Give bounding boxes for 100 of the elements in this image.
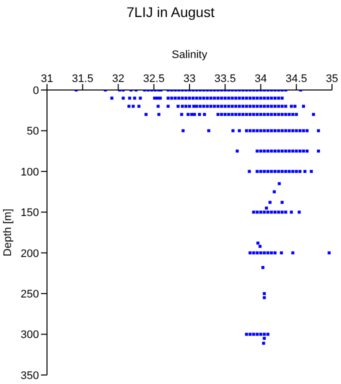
point <box>302 129 305 132</box>
point <box>110 96 114 100</box>
point <box>192 96 195 100</box>
point <box>180 112 184 116</box>
point <box>256 210 259 214</box>
x-tick-label: 31 <box>40 73 54 85</box>
point <box>245 112 248 116</box>
point <box>133 96 136 100</box>
point <box>284 104 288 108</box>
point <box>270 210 273 214</box>
point <box>241 112 244 116</box>
point <box>198 112 201 116</box>
point <box>252 104 256 108</box>
x-tick-label: 32.5 <box>143 73 165 85</box>
point <box>288 112 291 116</box>
point <box>234 104 238 108</box>
point <box>280 96 284 100</box>
x-tick-label: 31.5 <box>72 73 94 85</box>
point <box>290 210 293 214</box>
point <box>174 96 177 100</box>
x-tick-label: 34.5 <box>286 73 308 85</box>
point <box>272 190 276 194</box>
point <box>190 112 194 116</box>
point <box>202 112 206 116</box>
point <box>248 104 252 108</box>
point <box>298 170 302 173</box>
point <box>238 96 241 100</box>
point <box>294 170 298 173</box>
point <box>316 129 320 132</box>
point <box>245 129 248 132</box>
point <box>184 96 188 100</box>
point <box>294 129 298 132</box>
point <box>302 104 305 108</box>
point <box>212 104 216 108</box>
point <box>264 206 268 210</box>
point <box>256 112 259 116</box>
point <box>277 129 280 132</box>
point <box>298 150 302 153</box>
point <box>188 96 191 100</box>
point <box>291 112 294 116</box>
point <box>262 150 266 153</box>
point <box>138 96 142 100</box>
point <box>258 244 262 248</box>
point <box>256 104 259 108</box>
point <box>280 104 284 108</box>
point <box>184 104 188 108</box>
point <box>274 96 276 100</box>
point <box>248 332 252 336</box>
point <box>241 96 244 100</box>
point <box>274 251 276 254</box>
point <box>234 96 238 100</box>
point <box>220 112 224 116</box>
point <box>256 242 260 245</box>
point <box>277 150 280 153</box>
point <box>262 104 266 108</box>
point <box>256 96 259 100</box>
point <box>216 96 220 100</box>
point <box>291 150 294 153</box>
point <box>266 112 270 116</box>
y-tick-label: 250 <box>20 288 39 300</box>
point <box>274 210 276 214</box>
x-tick-label: 32 <box>112 73 124 85</box>
point <box>274 170 276 173</box>
point <box>270 129 273 132</box>
point <box>259 210 262 214</box>
point <box>266 170 270 173</box>
point <box>252 332 256 336</box>
point <box>262 296 266 300</box>
point <box>195 104 198 108</box>
y-tick-label: 150 <box>20 207 39 220</box>
point <box>180 96 184 100</box>
point <box>186 112 190 116</box>
point <box>182 129 185 132</box>
point <box>284 150 288 153</box>
point <box>262 336 266 340</box>
point <box>303 170 306 173</box>
point <box>268 200 272 204</box>
point <box>157 112 160 116</box>
point <box>270 96 273 100</box>
point <box>284 112 288 116</box>
y-tick-label: 50 <box>26 126 39 138</box>
point <box>270 170 273 173</box>
point <box>248 96 252 100</box>
point <box>209 104 212 108</box>
point <box>266 210 270 214</box>
point <box>261 266 264 270</box>
point <box>306 150 309 153</box>
point <box>306 129 309 132</box>
point <box>252 251 256 254</box>
point <box>280 251 283 254</box>
point <box>202 96 206 100</box>
point <box>144 112 148 116</box>
y-tick-label: 0 <box>32 84 39 97</box>
point <box>259 112 262 116</box>
point <box>262 210 266 214</box>
point <box>256 129 259 132</box>
point <box>224 112 227 116</box>
point <box>291 170 294 173</box>
point <box>227 104 230 108</box>
point <box>188 104 191 108</box>
